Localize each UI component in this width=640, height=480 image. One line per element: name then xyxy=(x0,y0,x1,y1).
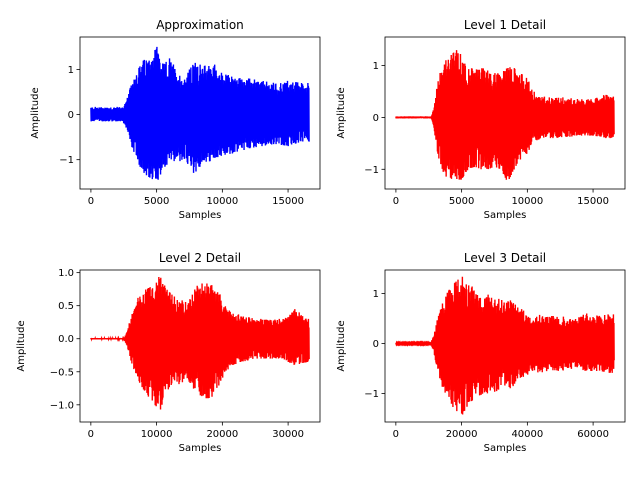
x-tick-label: 60000 xyxy=(577,429,609,440)
y-tick-label: 1 xyxy=(373,61,379,72)
axes-frame xyxy=(79,269,321,423)
x-tick-label: 20000 xyxy=(446,429,478,440)
axes-frame xyxy=(79,36,321,190)
y-axis-label: Amplitude xyxy=(16,320,27,371)
y-tick-label: 0.5 xyxy=(58,301,74,312)
x-tick-label: 10000 xyxy=(511,196,543,207)
y-axis-label: Amplitude xyxy=(30,87,41,138)
y-tick-label: −1 xyxy=(59,155,74,166)
y-tick-label: 0 xyxy=(373,339,379,350)
signal-line xyxy=(395,276,615,415)
y-tick-label: 0 xyxy=(68,110,74,121)
x-tick-label: 0 xyxy=(88,429,94,440)
y-tick-label: −1 xyxy=(364,165,379,176)
y-tick-label: 1 xyxy=(373,289,379,300)
chart-title: Level 3 Detail xyxy=(464,251,546,265)
chart-title: Level 2 Detail xyxy=(159,251,241,265)
x-axis-label: Samples xyxy=(484,210,527,221)
y-tick-label: 0 xyxy=(373,113,379,124)
x-axis-label: Samples xyxy=(179,210,222,221)
y-tick-label: 0.0 xyxy=(58,334,74,345)
x-tick-label: 20000 xyxy=(206,429,238,440)
y-tick-label: −0.5 xyxy=(50,367,74,378)
chart-title: Approximation xyxy=(156,18,244,32)
y-tick-label: −1.0 xyxy=(50,400,74,411)
axes-frame xyxy=(384,36,626,190)
x-tick-label: 15000 xyxy=(272,196,304,207)
x-tick-label: 5000 xyxy=(144,196,169,207)
signal-line xyxy=(395,50,615,180)
subplot-1: 0 5000 10000 15000 −1 0 1 Approximation Samples A… xyxy=(30,18,321,221)
chart-title: Level 1 Detail xyxy=(464,18,546,32)
x-tick-label: 10000 xyxy=(206,196,238,207)
y-tick-label: 1.0 xyxy=(58,268,74,279)
x-tick-label: 30000 xyxy=(272,429,304,440)
x-tick-label: 0 xyxy=(393,429,399,440)
y-axis-label: Amplitude xyxy=(336,320,347,371)
y-tick-label: 1 xyxy=(68,65,74,76)
y-axis-label: Amplitude xyxy=(336,87,347,138)
x-tick-label: 0 xyxy=(393,196,399,207)
signal-line xyxy=(90,46,310,180)
x-tick-label: 0 xyxy=(88,196,94,207)
x-tick-label: 10000 xyxy=(141,429,173,440)
signal-line xyxy=(90,276,310,410)
x-axis-label: Samples xyxy=(179,443,222,454)
x-tick-label: 5000 xyxy=(449,196,474,207)
subplot-4: 0 20000 40000 60000 −1 0 1 Level 3 Detail Sample… xyxy=(336,251,626,454)
y-tick-label: −1 xyxy=(364,389,379,400)
subplot-3: 0 10000 20000 30000 −1.0 −0.5 0.0 0.5 1.0 Level 2… xyxy=(16,251,321,454)
x-tick-label: 15000 xyxy=(577,196,609,207)
x-tick-label: 40000 xyxy=(511,429,543,440)
x-axis-label: Samples xyxy=(484,443,527,454)
subplot-2: 0 5000 10000 15000 −1 0 1 Level 1 Detail Samples… xyxy=(336,18,626,221)
axes-frame xyxy=(384,269,626,423)
